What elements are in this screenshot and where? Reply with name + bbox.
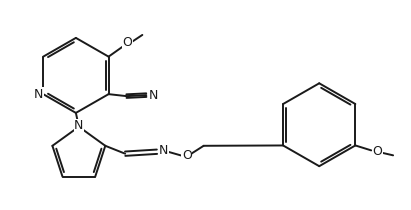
Text: O: O [122, 36, 132, 49]
Text: O: O [182, 149, 192, 162]
Text: N: N [149, 89, 158, 102]
Text: N: N [74, 119, 83, 132]
Text: N: N [159, 144, 169, 157]
Text: O: O [372, 145, 382, 158]
Text: N: N [34, 88, 43, 101]
